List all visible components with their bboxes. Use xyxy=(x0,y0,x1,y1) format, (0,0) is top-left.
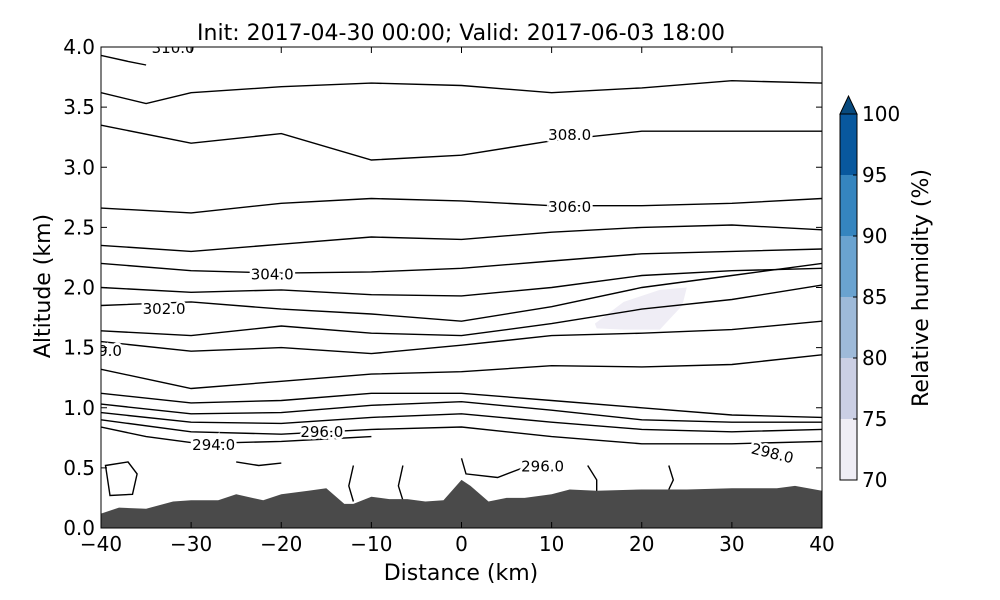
contour-label: 310.0 xyxy=(152,39,195,57)
contour-label: 294.0 xyxy=(192,436,235,454)
contour-label-halo: 302.0 xyxy=(143,300,186,318)
contour-segment xyxy=(587,465,598,496)
contour-label: 298.0 xyxy=(749,440,795,468)
x-tick-label: 20 xyxy=(629,532,654,556)
y-tick-label: 0.0 xyxy=(63,516,95,540)
y-tick-label: 3.5 xyxy=(63,95,95,119)
contour-line xyxy=(101,197,822,214)
colorbar: 70 75 80 85 90 95 100 xyxy=(839,94,900,492)
y-tick-label: 1.5 xyxy=(63,336,95,360)
contour-segment xyxy=(668,465,675,490)
colorbar-tick-label: 100 xyxy=(862,102,900,126)
x-tick-label: −40 xyxy=(80,532,122,556)
colorbar-tick-label: 80 xyxy=(862,346,887,370)
colorbar-tick-label: 75 xyxy=(862,407,887,431)
contour-label: 296.0 xyxy=(300,423,343,441)
contour-label-halo: 308.0 xyxy=(548,126,591,144)
y-tick-label: 1.0 xyxy=(63,396,95,420)
colorbar-tick-label: 95 xyxy=(862,163,887,187)
contour-line xyxy=(101,54,147,66)
contour-line xyxy=(101,426,372,444)
colorbar-tick-label: 90 xyxy=(862,224,887,248)
y-tick-label: 0.5 xyxy=(63,456,95,480)
contour-label-halo: 296.0 xyxy=(300,423,343,441)
colorbar-tick-label: 85 xyxy=(862,285,887,309)
x-axis-title: Distance (km) xyxy=(384,561,539,586)
contour-line xyxy=(101,392,822,419)
contour-label-halo: 310.0 xyxy=(152,39,195,57)
colorbar-segment xyxy=(840,358,857,419)
colorbar-segment xyxy=(840,297,857,358)
x-tick-label: −20 xyxy=(260,532,302,556)
contour-line xyxy=(101,124,822,161)
contour-label-halo: 9.0 xyxy=(98,342,122,360)
x-tick-label: 10 xyxy=(539,532,564,556)
contour-line xyxy=(101,400,822,423)
contour-label: 9.0 xyxy=(98,342,122,360)
y-tick-label: 2.0 xyxy=(63,276,95,300)
colorbar-segment xyxy=(840,419,857,480)
contour-line xyxy=(101,224,822,253)
contour-label-halo: 296.0 xyxy=(521,458,564,476)
contour-line xyxy=(101,79,822,105)
x-tick-label: 40 xyxy=(809,532,834,556)
contour-label-halo: 304.0 xyxy=(251,265,294,283)
colorbar-tick-label: 70 xyxy=(862,468,887,492)
y-axis-title: Altitude (km) xyxy=(31,214,56,358)
y-tick-label: 3.0 xyxy=(63,155,95,179)
plot-contents: 310.0310.0308.0308.0306.0306.0304.0304.0… xyxy=(98,39,822,528)
contour-label: 296.0 xyxy=(521,458,564,476)
x-tick-label: 0 xyxy=(455,532,468,556)
contour-line xyxy=(101,284,822,337)
colorbar-segment xyxy=(840,114,857,175)
contour-line xyxy=(101,411,822,433)
contour-line xyxy=(101,262,822,322)
colorbar-title: Relative humidity (%) xyxy=(909,169,934,407)
axes-frame xyxy=(100,46,823,529)
terrain xyxy=(101,479,822,528)
contour-label: 302.0 xyxy=(143,300,186,318)
contour-line xyxy=(101,248,822,274)
contour-segment xyxy=(460,458,530,479)
colorbar-extend xyxy=(839,94,858,115)
plot-area: 310.0310.0308.0308.0306.0306.0304.0304.0… xyxy=(98,39,822,528)
colorbar-segment xyxy=(840,236,857,297)
contour-line xyxy=(101,419,822,445)
contour-line xyxy=(101,267,822,297)
y-tick-label: 4.0 xyxy=(63,35,95,59)
contour-label-halo: 306.0 xyxy=(548,198,591,216)
chart-title: Init: 2017-04-30 00:00; Valid: 2017-06-0… xyxy=(197,21,725,46)
x-tick-label: −10 xyxy=(350,532,392,556)
contour-segment xyxy=(348,465,355,502)
x-tick-label: −30 xyxy=(170,532,212,556)
axes: −40 −30 −20 −10 0 10 20 30 40 0.0 0.5 1.0 1.5 2.0 2.5 3… xyxy=(63,35,835,556)
contour-segment xyxy=(236,461,282,467)
y-tick-label: 2.5 xyxy=(63,215,95,239)
contour-label: 306.0 xyxy=(548,198,591,216)
colorbar-segment xyxy=(840,175,857,236)
contour-loop xyxy=(104,461,138,497)
contour-label-halo: 294.0 xyxy=(192,436,235,454)
contour-label: 304.0 xyxy=(251,265,294,283)
contour-label: 308.0 xyxy=(548,126,591,144)
x-tick-label: 30 xyxy=(719,532,744,556)
contour-line xyxy=(101,354,822,390)
contour-segment xyxy=(397,465,404,501)
contour-line xyxy=(101,320,822,355)
